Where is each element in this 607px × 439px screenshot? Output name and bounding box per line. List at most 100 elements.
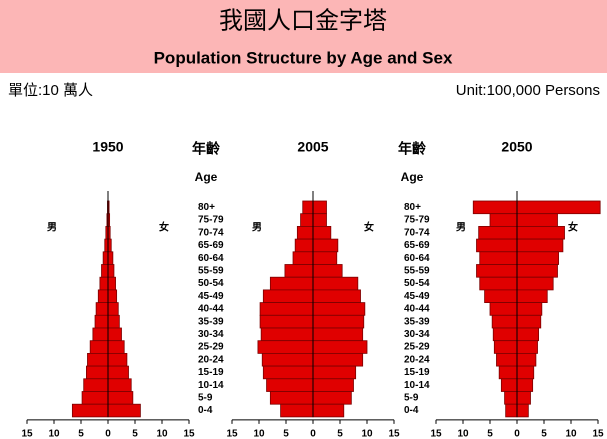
age-label: 75-79 [198, 215, 224, 226]
bar [516, 340, 538, 354]
x-tick-label: 10 [253, 429, 265, 439]
age-label: 10-14 [198, 380, 224, 391]
bar [312, 225, 332, 240]
chart-title: 1950 [92, 139, 123, 155]
bar [516, 289, 548, 303]
bar [312, 213, 327, 227]
bar [472, 200, 518, 215]
bar [280, 403, 314, 418]
age-label: 40-44 [198, 304, 224, 315]
x-tick-label: 15 [226, 429, 238, 439]
bar [516, 251, 559, 265]
bar [516, 238, 564, 253]
header-band [0, 0, 607, 73]
bar [259, 314, 314, 329]
bar [505, 403, 518, 418]
bar [312, 340, 368, 354]
unit-zh: 單位:10 萬人 [8, 82, 93, 99]
age-label: 20-24 [198, 354, 224, 365]
bar [312, 264, 343, 278]
age-label: 65-69 [198, 240, 224, 251]
bar [269, 391, 314, 405]
bar [107, 276, 116, 291]
bar [107, 264, 115, 278]
legend-label: 男 [47, 222, 57, 234]
age-label: 10-14 [404, 380, 430, 391]
bar [516, 391, 531, 405]
age-label: 55-59 [198, 265, 224, 276]
subtitle: Population Structure by Age and Sex [154, 48, 453, 67]
bar [476, 264, 518, 278]
bar [99, 276, 109, 291]
x-tick-label: 0 [310, 429, 316, 439]
bar [476, 238, 518, 253]
bar [312, 378, 354, 392]
age-label: 60-64 [198, 253, 224, 264]
age-label: 50-54 [404, 278, 430, 289]
bar [83, 378, 109, 392]
bar [89, 340, 109, 354]
bar [516, 213, 558, 227]
bar [86, 365, 109, 380]
age-label: 25-29 [198, 342, 224, 353]
bar [107, 251, 114, 265]
x-tick-label: 10 [156, 429, 168, 439]
bar [493, 340, 518, 354]
bar [94, 314, 109, 329]
age-label: 20-24 [404, 354, 430, 365]
age-label: 60-64 [404, 253, 430, 264]
x-tick-label: 15 [592, 429, 604, 439]
bar [516, 327, 540, 342]
bar [500, 378, 518, 392]
age-label: 45-49 [198, 291, 224, 302]
bar [292, 251, 314, 265]
legend-label: 男 [456, 222, 466, 234]
bar [312, 403, 345, 418]
bar [516, 352, 537, 367]
bar [300, 213, 314, 227]
bar [107, 378, 132, 392]
age-label: 65-69 [404, 240, 430, 251]
legend-label: 女 [159, 221, 169, 234]
bar [312, 276, 359, 291]
age-label: 80+ [404, 202, 421, 213]
bar [312, 352, 364, 367]
x-tick-label: 5 [541, 429, 547, 439]
bar [516, 276, 554, 291]
x-tick-label: 10 [457, 429, 469, 439]
age-axis-subtitle: Age [401, 170, 424, 184]
bar [504, 391, 518, 405]
bar [87, 352, 109, 367]
bar [489, 213, 518, 227]
bar [107, 391, 134, 405]
title: 我國人口金字塔 [219, 7, 387, 34]
chart-title: 2005 [297, 139, 328, 155]
bar [95, 302, 109, 316]
x-tick-label: 15 [183, 429, 195, 439]
bar [516, 264, 558, 278]
x-tick-label: 10 [48, 429, 60, 439]
age-label: 70-74 [404, 227, 430, 238]
x-tick-label: 5 [487, 429, 493, 439]
age-label: 0-4 [198, 405, 213, 416]
x-tick-label: 15 [388, 429, 400, 439]
bar [496, 352, 518, 367]
bar [491, 314, 518, 329]
bar [107, 314, 120, 329]
x-tick-label: 15 [21, 429, 33, 439]
age-label: 50-54 [198, 278, 224, 289]
bar [257, 340, 314, 354]
bar [312, 391, 352, 405]
bar [479, 251, 518, 265]
bar [498, 365, 518, 380]
bar [260, 327, 314, 342]
age-label: 80+ [198, 202, 215, 213]
x-tick-label: 5 [132, 429, 138, 439]
x-tick-label: 0 [514, 429, 520, 439]
bar [312, 302, 366, 316]
age-label: 70-74 [198, 227, 224, 238]
bar [516, 365, 535, 380]
bar [478, 225, 518, 240]
bar [312, 314, 365, 329]
